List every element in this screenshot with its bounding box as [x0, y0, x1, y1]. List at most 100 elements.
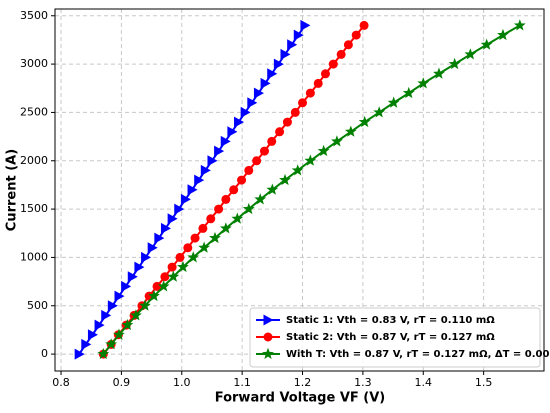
marker: [266, 183, 279, 195]
marker: [240, 106, 251, 118]
marker: [160, 222, 171, 234]
marker: [282, 117, 292, 127]
y-tick-label: 3000: [20, 57, 48, 70]
marker: [331, 135, 343, 147]
legend-label: With T: Vth = 0.87 V, rT = 0.127 mΩ, ΔT …: [286, 349, 550, 360]
marker: [206, 214, 216, 224]
marker: [298, 98, 308, 108]
y-tick-label: 2500: [20, 105, 48, 118]
marker: [200, 164, 211, 176]
marker: [154, 232, 165, 244]
marker: [252, 156, 262, 166]
marker: [139, 299, 151, 311]
marker: [480, 38, 493, 50]
marker: [344, 125, 357, 137]
marker: [187, 184, 198, 196]
y-tick-label: 2000: [20, 154, 48, 167]
y-tick-label: 3500: [20, 9, 48, 22]
marker: [107, 300, 118, 312]
x-tick-label: 0.9: [113, 376, 131, 389]
marker: [373, 106, 386, 118]
legend-label: Static 1: Vth = 0.83 V, rT = 0.110 mΩ: [286, 315, 495, 326]
marker: [94, 319, 105, 331]
marker: [387, 96, 400, 108]
marker: [74, 348, 85, 360]
x-tick-label: 0.8: [52, 376, 70, 389]
legend-marker: [262, 347, 274, 360]
marker: [97, 347, 110, 360]
marker: [305, 88, 315, 98]
marker: [190, 233, 200, 243]
marker: [273, 58, 284, 70]
marker: [194, 174, 205, 186]
marker: [317, 144, 330, 157]
marker: [293, 29, 304, 41]
marker: [280, 48, 291, 60]
marker: [275, 127, 285, 137]
marker: [175, 252, 185, 262]
marker: [433, 67, 445, 79]
marker: [214, 204, 224, 214]
marker: [497, 28, 509, 41]
marker: [313, 78, 323, 88]
y-tick-label: 500: [27, 299, 48, 312]
marker: [253, 87, 264, 99]
marker: [291, 164, 304, 176]
marker: [214, 145, 225, 157]
x-tick-label: 1.5: [475, 376, 493, 389]
marker: [141, 251, 152, 263]
marker: [290, 107, 300, 117]
marker: [174, 203, 185, 215]
marker: [244, 165, 254, 175]
marker: [198, 223, 208, 233]
marker: [157, 280, 170, 292]
marker: [358, 115, 371, 128]
marker: [121, 280, 132, 292]
marker: [147, 242, 158, 254]
marker: [160, 272, 170, 282]
marker: [513, 19, 526, 31]
marker: [167, 270, 180, 282]
marker: [134, 261, 145, 273]
marker: [229, 185, 239, 195]
marker: [152, 281, 162, 291]
marker: [402, 86, 415, 99]
y-tick-label: 1500: [20, 202, 48, 215]
legend-marker: [263, 332, 273, 342]
marker: [279, 173, 291, 186]
marker: [198, 241, 211, 253]
marker: [177, 260, 189, 273]
x-tick-label: 1.0: [173, 376, 191, 389]
marker: [167, 262, 177, 272]
marker: [237, 175, 247, 185]
marker: [234, 116, 245, 128]
marker: [167, 213, 178, 225]
marker: [231, 212, 244, 224]
marker: [343, 40, 353, 50]
marker: [81, 338, 92, 350]
x-tick-label: 1.3: [354, 376, 372, 389]
marker: [320, 69, 330, 79]
marker: [417, 77, 430, 89]
marker: [113, 328, 125, 340]
marker: [219, 222, 232, 234]
marker: [267, 136, 277, 146]
y-tick-label: 0: [41, 347, 48, 360]
x-tick-label: 1.2: [294, 376, 312, 389]
marker: [183, 243, 193, 253]
marker: [336, 49, 346, 59]
marker: [464, 48, 477, 60]
legend-box: [249, 307, 541, 368]
legend-marker: [263, 314, 274, 326]
y-axis-label: Current (A): [5, 149, 20, 231]
marker: [127, 271, 138, 283]
x-tick-label: 1.1: [233, 376, 251, 389]
marker: [242, 202, 255, 215]
marker: [300, 19, 311, 31]
marker: [247, 97, 258, 109]
marker: [187, 251, 200, 263]
x-tick-label: 1.4: [415, 376, 433, 389]
marker: [304, 154, 317, 166]
